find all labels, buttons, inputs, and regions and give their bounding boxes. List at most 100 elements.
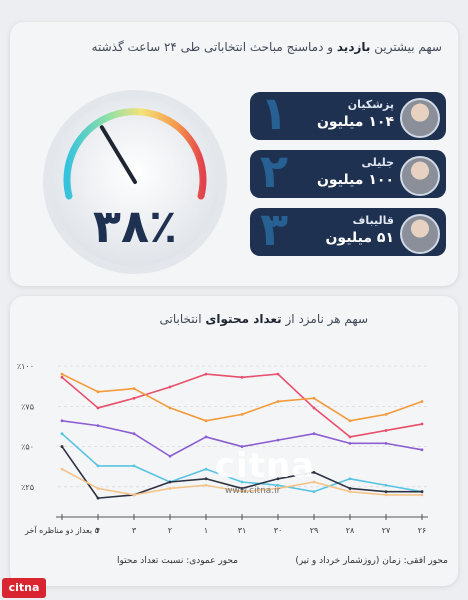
chart-title-em: تعداد محتوای: [205, 312, 282, 326]
data-point: [312, 480, 316, 484]
data-point: [204, 435, 208, 439]
data-point: [420, 493, 424, 497]
data-point: [276, 477, 280, 481]
x-tick-label: ۲۹: [310, 526, 319, 535]
x-tick-label: ۳۱: [238, 526, 247, 535]
data-point: [348, 490, 352, 494]
temperature-gauge: ۳۸٪: [43, 90, 227, 274]
data-point: [312, 490, 316, 494]
data-point: [276, 438, 280, 442]
x-tick-label: ۲۶: [418, 526, 427, 535]
data-point: [240, 375, 244, 379]
data-point: [168, 487, 172, 490]
views-card: سهم بیشترین بازدید و دماسنج مباحث انتخاب…: [10, 22, 458, 286]
data-point: [312, 432, 316, 436]
data-point: [168, 385, 172, 389]
view-count: ۱۰۴ میلیون: [316, 114, 394, 130]
data-point: [96, 406, 100, 410]
y-tick-label: ٪۵۰: [21, 443, 34, 452]
title-em: بازدید: [336, 40, 371, 54]
rank-number: ۳: [260, 208, 289, 256]
data-point: [276, 483, 280, 487]
candidate-name: قالیباف: [352, 214, 394, 227]
data-point: [384, 429, 388, 432]
data-point: [132, 387, 136, 390]
data-point: [420, 490, 424, 494]
data-point: [96, 487, 100, 490]
data-point: [348, 477, 352, 481]
data-point: [96, 496, 100, 500]
data-point: [276, 487, 280, 490]
chart-title: سهم هر نامزد از تعداد محتوای انتخاباتی: [160, 312, 368, 326]
data-point: [348, 435, 352, 439]
line-chart: ٪۲۵ ٪۵۰ ٪۷۵ ٪۱۰۰ ۲۶ ۲۷ ۲۸ ۲۹ ۳۰ ۳۱ ۱ ۲ ۳ ۴۵ بعداز دو …: [17, 362, 428, 535]
watermark-logo: citna: [214, 446, 316, 486]
views-title: سهم بیشترین بازدید و دماسنج مباحث انتخاب…: [92, 40, 442, 54]
series-line: [61, 373, 423, 438]
data-point: [384, 441, 388, 445]
data-point: [384, 412, 388, 416]
x-axis-label: محور افقی: زمان (روزشمار خرداد و تیر): [295, 556, 448, 566]
data-point: [312, 470, 316, 474]
y-axis-label: محور عمودی: نسبت تعداد محتوا: [116, 556, 238, 566]
view-count: ۱۰۰ میلیون: [316, 172, 394, 188]
chart-title-suffix: انتخاباتی: [159, 312, 202, 326]
x-tick-label: ۱: [204, 526, 208, 535]
data-point: [168, 406, 172, 410]
content-share-card: سهم هر نامزد از تعداد محتوای انتخاباتی ٪…: [10, 296, 458, 586]
x-tick-label: ۴: [96, 526, 100, 535]
title-suffix: و دماسنج مباحث انتخاباتی طی ۲۴ ساعت گذشت…: [91, 40, 334, 54]
data-point: [348, 441, 352, 445]
data-point: [204, 419, 208, 423]
x-tick-label: ۲۷: [382, 526, 391, 535]
data-point: [384, 483, 388, 487]
data-point: [276, 372, 280, 376]
x-tick-label: ۳۰: [274, 526, 283, 535]
chart-title-prefix: سهم هر نامزد از: [285, 312, 368, 326]
data-point: [204, 477, 208, 481]
x-tick-label: ۲۸: [346, 526, 355, 535]
data-point: [240, 412, 244, 416]
avatar: [400, 214, 440, 254]
data-point: [60, 419, 64, 423]
rank-item-2: ۲ جلیلی ۱۰۰ میلیون: [250, 150, 446, 198]
data-point: [60, 372, 64, 376]
watermark-url: www.citna.ir: [225, 486, 281, 496]
data-point: [240, 445, 244, 448]
data-point: [204, 467, 208, 471]
rank-item-3: ۳ قالیباف ۵۱ میلیون: [250, 208, 446, 256]
candidate-name: جلیلی: [361, 156, 394, 169]
view-count: ۵۱ میلیون: [325, 230, 394, 246]
x-tick-label: ۲: [168, 526, 172, 535]
data-point: [348, 419, 352, 423]
rank-number: ۱: [260, 92, 289, 140]
data-point: [168, 480, 172, 484]
title-prefix: سهم بیشترین: [374, 40, 442, 54]
data-point: [96, 424, 100, 428]
data-point: [312, 406, 316, 410]
rank-number: ۲: [260, 150, 289, 198]
y-tick-label: ٪۲۵: [21, 483, 34, 492]
data-point: [240, 480, 244, 484]
data-point: [60, 375, 64, 379]
data-point: [204, 483, 208, 487]
y-tick-label: ٪۷۵: [21, 402, 34, 411]
data-point: [384, 493, 388, 497]
avatar: [400, 156, 440, 196]
x-tick-label: ۵ بعداز دو مناظره آخر: [24, 525, 99, 535]
data-point: [420, 422, 424, 426]
data-point: [384, 490, 388, 494]
data-point: [60, 432, 64, 436]
data-point: [96, 390, 100, 394]
data-point: [60, 467, 64, 471]
rank-item-1: ۱ پزشکیان ۱۰۴ میلیون: [250, 92, 446, 140]
y-tick-label: ٪۱۰۰: [17, 362, 34, 371]
data-point: [96, 464, 100, 468]
data-point: [276, 400, 280, 403]
gauge-value: ۳۸٪: [93, 199, 177, 253]
data-point: [168, 454, 172, 458]
avatar: [400, 98, 440, 138]
x-tick-label: ۳: [132, 526, 137, 535]
data-point: [60, 445, 64, 448]
gauge-arc: [63, 108, 207, 200]
